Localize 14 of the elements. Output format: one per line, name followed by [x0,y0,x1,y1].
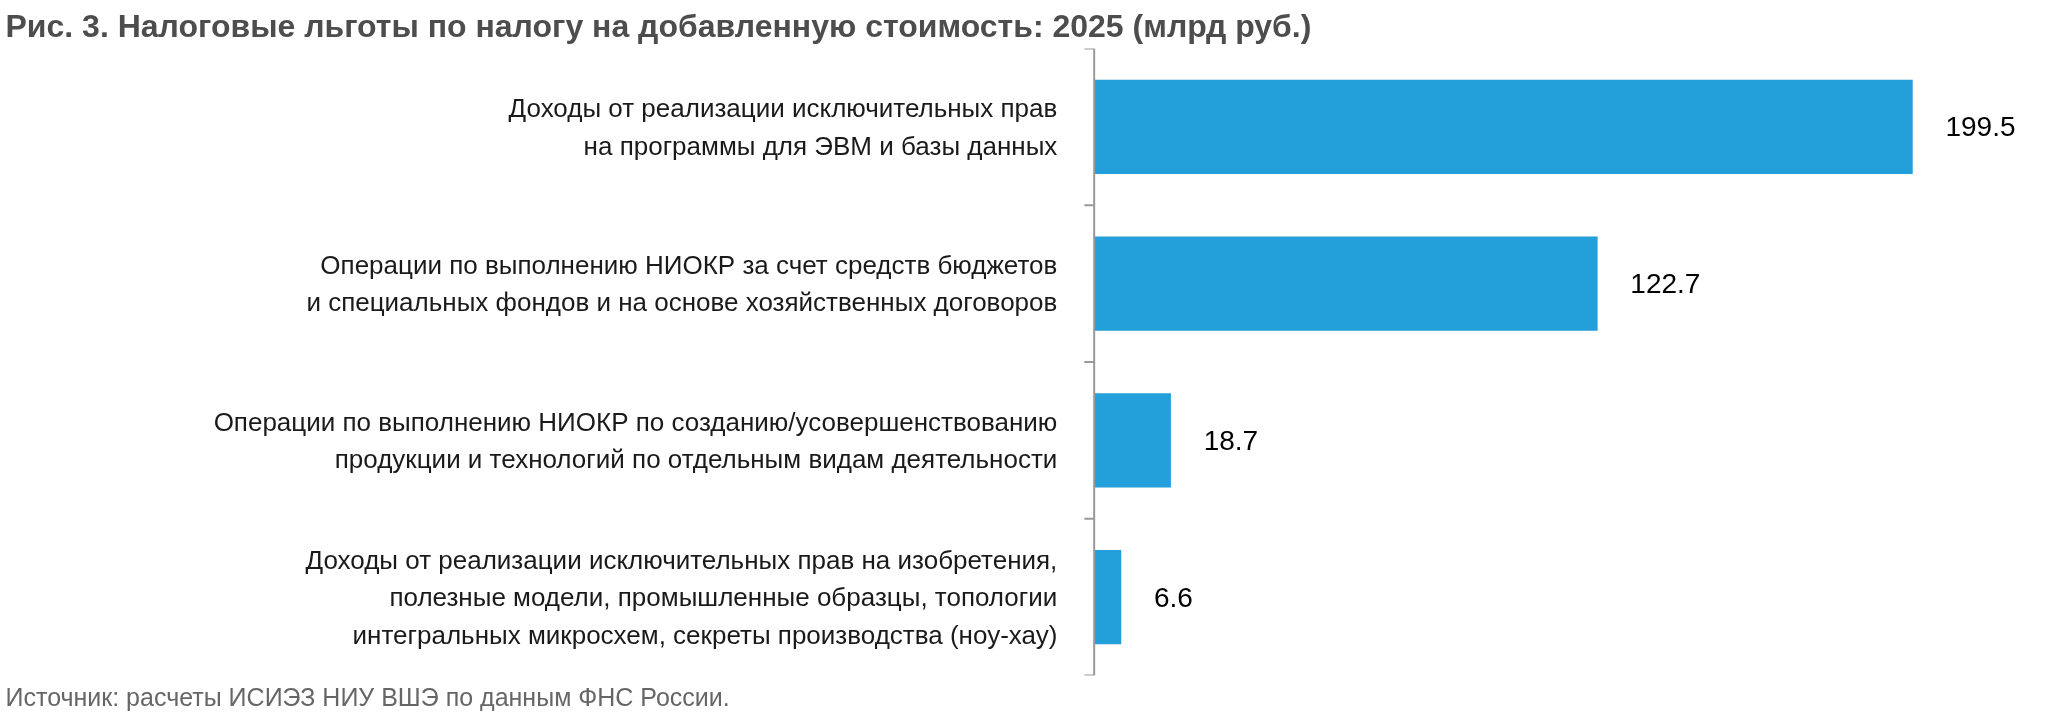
data-label: 199.5 [1945,111,2016,143]
y-tick-label: Операции по выполнению НИОКР за счет средств бюджетов и специальных фондов и на основе хозяйственных договоров [306,249,1058,318]
bar [1094,550,1122,645]
y-tick-label: Доходы от реализации исключительных прав на изобретения, полезные модели, промышленные образцы, топологии интегральных микросхем, секреты производства (ноу-хау) [305,544,1058,650]
text: Источник: расчеты ИСИЭЗ НИУ ВШЭ по данным ФНС России. [5,682,730,711]
y-tick-label: Доходы от реализации исключительных прав на программы для ЭВМ и базы данных [508,93,1058,161]
text: Рис. 3. Налоговые льготы по налогу на добавленную стоимость: 2025 (млрд руб.) [5,7,1312,44]
y-tick-label: Операции по выполнению НИОКР по созданию/усовершенствованию продукции и технологий по отдельным видам деятельности [213,406,1058,475]
bar [1094,393,1171,488]
data-label: 122.7 [1630,268,1701,300]
bar [1094,79,1913,174]
bar [1094,236,1598,331]
data-label: 6.6 [1153,581,1193,613]
data-label: 18.7 [1203,424,1259,456]
